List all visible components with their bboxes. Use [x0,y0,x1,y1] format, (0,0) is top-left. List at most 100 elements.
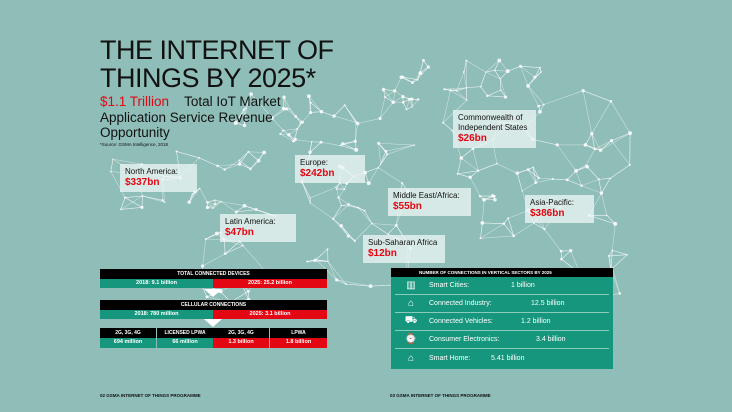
network-link [534,67,541,78]
network-link [461,157,479,171]
network-link [585,149,596,166]
sector-value: 3.4 billion [536,336,566,343]
network-link [583,90,612,102]
network-link [466,86,481,89]
network-node [618,292,622,295]
network-link [420,66,429,74]
network-link [378,167,403,184]
region-name: Middle East/Africa: [393,191,460,200]
network-node [292,139,295,143]
region-name: Asia-Pacific: [530,198,575,207]
network-link [528,166,534,170]
factory-icon: ⌂ [407,298,415,309]
network-link [280,133,289,136]
network-link [522,182,536,192]
network-link [456,71,465,91]
sector-row: ⌂ Smart Home: 5.41 billion [395,349,609,367]
network-link [594,140,612,150]
network-node [363,209,366,212]
network-link [283,130,290,136]
network-link [342,143,357,151]
sector-row: ⌂ Connected Industry: 12.5 billion [395,295,609,313]
network-link [610,164,630,179]
network-link [120,207,143,210]
network-node [628,131,632,136]
network-node [606,214,608,216]
network-link [336,279,347,285]
network-link [591,133,596,150]
network-link [412,72,421,83]
network-link [308,96,311,103]
network-link [561,250,571,252]
network-link [315,248,328,261]
watch-icon: ⌚ [404,334,418,345]
network-link [236,209,257,213]
network-link [527,169,536,183]
network-node [607,255,610,257]
network-link [271,117,284,131]
network-link [142,195,165,203]
network-node [216,164,219,168]
network-link [480,235,514,239]
sector-label: Connected Vehicles: [429,318,493,325]
network-link [561,250,571,260]
network-link [338,197,349,205]
breakdown-label: 2G, 3G, 4G [213,328,269,338]
network-link [582,90,593,134]
network-link [327,261,337,280]
network-link [478,163,498,171]
network-link [533,222,545,230]
network-link [527,85,539,107]
network-link [598,179,602,194]
network-link [243,93,252,110]
region-latin-america: Latin America: $47bn [220,214,296,242]
network-link [482,222,504,224]
network-link [341,204,349,206]
network-link [110,159,114,172]
network-link [212,201,222,209]
network-link [248,151,259,161]
network-link [379,97,386,119]
network-link [333,104,345,117]
network-node [187,200,192,204]
network-link [199,188,208,203]
network-link [463,60,467,72]
network-link [444,87,467,90]
network-node [599,191,604,195]
network-node [270,116,274,120]
devices-2018: 2018: 9.1 billion [100,279,213,288]
network-link [520,66,536,78]
network-link [244,107,247,126]
network-link [384,96,394,103]
network-node [465,59,468,62]
network-node [413,144,416,146]
network-link [581,185,602,194]
headline-text: Total IoT Market Application Service Rev… [100,94,281,140]
network-node [201,264,205,268]
network-link [176,151,200,159]
network-node [355,121,360,126]
network-link [575,170,582,186]
network-link [336,189,339,198]
network-link [302,112,311,123]
network-node [378,116,382,121]
sector-value: 12.5 billion [531,300,565,307]
network-link [461,148,474,159]
footer-left: 02 GSMA INTERNET OF THINGS PROGRAMME [100,393,201,398]
network-link [316,259,328,262]
network-node [512,234,516,238]
title-line-2: THINGS BY 2025* [100,63,316,93]
sector-label: Smart Cities: [429,282,470,289]
network-node [491,194,495,198]
network-link [575,166,588,172]
network-link [532,167,539,179]
network-link [606,215,616,225]
breakdown-value: 1.3 billion [213,338,269,348]
network-node [249,92,253,96]
network-link [384,90,395,98]
network-node [384,149,388,153]
network-link [207,199,215,203]
network-node [538,109,542,114]
network-link [600,140,612,151]
network-link [221,201,245,207]
